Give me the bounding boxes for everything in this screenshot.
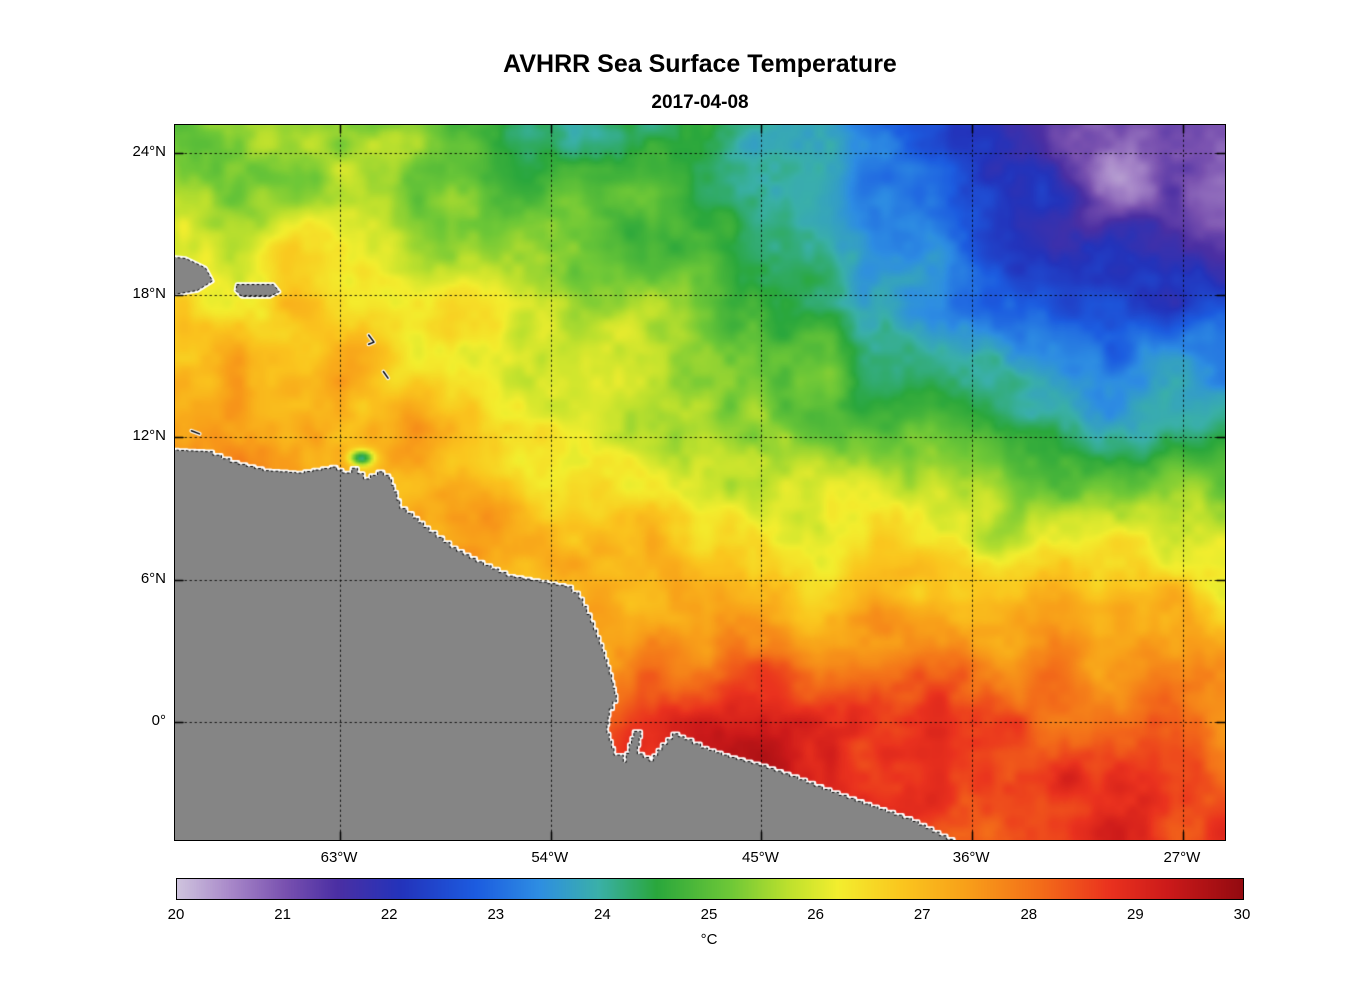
lat-tick-label: 18°N bbox=[132, 285, 166, 303]
lon-tick-label: 45°W bbox=[742, 849, 779, 866]
lat-tick-label: 0° bbox=[151, 711, 166, 729]
colorbar-tick-label: 20 bbox=[167, 906, 185, 923]
colorbar-gradient bbox=[177, 879, 1243, 899]
colorbar bbox=[176, 878, 1244, 900]
colorbar-tick-label: 26 bbox=[807, 906, 824, 923]
lon-tick-label: 27°W bbox=[1163, 849, 1201, 866]
colorbar-tick-label: 25 bbox=[700, 906, 718, 923]
colorbar-tick-label: 29 bbox=[1127, 906, 1144, 923]
lon-tick-label: 63°W bbox=[320, 849, 358, 866]
colorbar-tick-label: 23 bbox=[487, 906, 505, 923]
colorbar-tick-label: 24 bbox=[594, 906, 611, 923]
colorbar-units: °C bbox=[700, 931, 718, 948]
lat-tick-label: 6°N bbox=[140, 569, 166, 587]
colorbar-tick-label: 28 bbox=[1020, 906, 1038, 923]
figure-date: 2017-04-08 bbox=[651, 92, 749, 113]
colorbar-tick-label: 21 bbox=[274, 906, 291, 923]
lat-tick-label: 12°N bbox=[132, 427, 166, 445]
map-plot-area bbox=[174, 124, 1226, 841]
lat-tick-label: 24°N bbox=[132, 142, 166, 160]
colorbar-tick-label: 27 bbox=[913, 906, 931, 923]
colorbar-tick-label: 22 bbox=[380, 906, 398, 923]
lon-tick-label: 36°W bbox=[952, 849, 990, 866]
lon-tick-label: 54°W bbox=[531, 849, 569, 866]
figure-title: AVHRR Sea Surface Temperature bbox=[503, 50, 897, 78]
colorbar-tick-label: 30 bbox=[1233, 906, 1251, 923]
sst-map-canvas bbox=[175, 125, 1225, 840]
